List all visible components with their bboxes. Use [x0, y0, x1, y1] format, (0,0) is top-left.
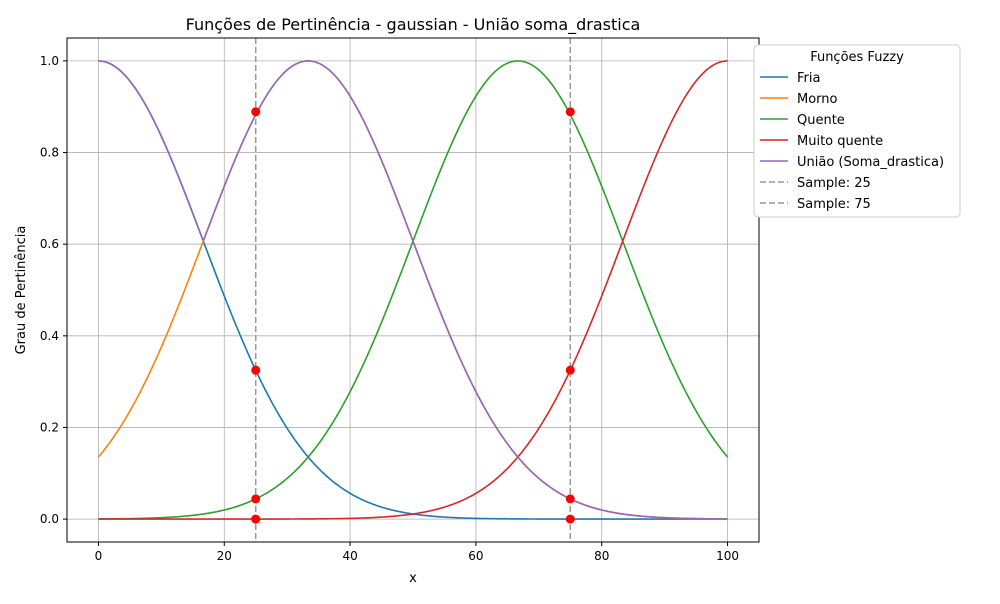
legend-title: Funções Fuzzy — [810, 50, 904, 65]
legend: Funções Fuzzy Fria Morno Quente Muito quent… — [753, 44, 961, 218]
y-tick-label: 1.0 — [40, 54, 59, 68]
legend-entry-label: Quente — [797, 113, 845, 128]
sample-point — [251, 107, 261, 117]
x-tick-label: 100 — [716, 549, 739, 563]
legend-entry-label: Fria — [797, 71, 820, 86]
legend-box — [753, 44, 961, 218]
x-tick-label: 20 — [217, 549, 232, 563]
sample-point — [251, 494, 261, 504]
legend-entry-label: Sample: 25 — [797, 176, 871, 191]
series-line-uni-o-soma-drastica — [98, 60, 728, 520]
sample-point — [565, 494, 575, 504]
plot-frame — [66, 37, 760, 543]
series-line-quente — [98, 60, 729, 520]
x-tick-label: 40 — [342, 549, 357, 563]
x-tick-label: 80 — [594, 549, 609, 563]
y-tick-label: 0.8 — [40, 146, 59, 160]
series-line-morno — [97, 60, 728, 520]
sample-point — [251, 514, 261, 524]
x-tick-label: 0 — [95, 549, 103, 563]
y-axis-ticks: 0.0 0.2 0.4 0.6 0.8 1.0 — [40, 54, 67, 526]
x-axis-ticks: 0 20 40 60 80 100 — [95, 542, 739, 563]
sample-point — [251, 365, 261, 375]
sample-point — [565, 107, 575, 117]
legend-items: Fria Morno Quente Muito quente União (Soma_d… — [760, 71, 944, 212]
series-lines — [97, 60, 729, 520]
series-line-muito-quente — [98, 60, 728, 520]
sample-point — [565, 514, 575, 524]
x-axis-label: x — [409, 571, 417, 586]
y-tick-label: 0.2 — [40, 420, 59, 434]
legend-entry-label: Sample: 75 — [797, 197, 871, 212]
chart-title: Funções de Pertinência - gaussian - Uniã… — [186, 15, 641, 35]
sample-lines — [254, 38, 572, 542]
legend-entry-label: Muito quente — [797, 134, 883, 149]
y-tick-label: 0.0 — [40, 512, 59, 526]
legend-entry-label: Morno — [797, 92, 838, 107]
grid — [67, 38, 759, 542]
y-axis-label: Grau de Pertinência — [14, 226, 29, 355]
series-line-fria — [98, 60, 728, 520]
x-tick-label: 60 — [468, 549, 483, 563]
legend-entry-label: União (Soma_drastica) — [797, 155, 944, 170]
y-tick-label: 0.6 — [40, 237, 59, 251]
sample-point — [565, 365, 575, 375]
sample-points — [251, 107, 575, 524]
y-tick-label: 0.4 — [40, 329, 59, 343]
